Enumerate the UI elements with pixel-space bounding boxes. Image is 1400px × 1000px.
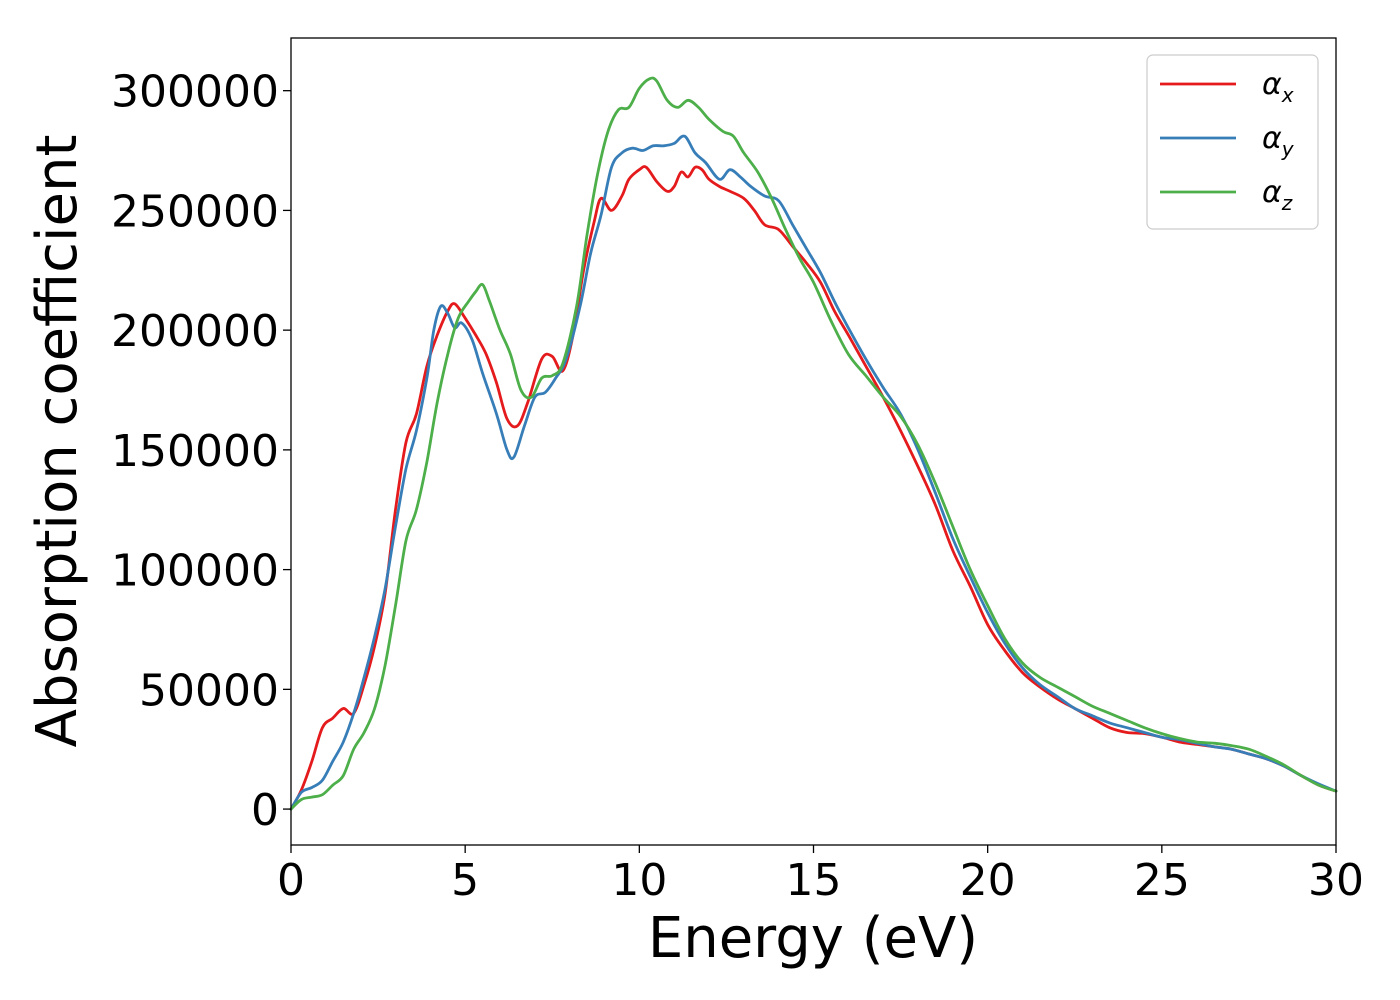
y-tick-label: 100000 bbox=[111, 546, 279, 597]
legend-box bbox=[1146, 54, 1319, 230]
x-tick-label: 0 bbox=[277, 855, 305, 906]
y-axis-title: Absorption coefficient bbox=[25, 135, 90, 748]
y-tick-label: 50000 bbox=[139, 665, 279, 716]
x-tick-label: 30 bbox=[1308, 855, 1364, 906]
x-tick-label: 5 bbox=[451, 855, 479, 906]
x-tick-label: 10 bbox=[611, 855, 667, 906]
y-axis: 0 50000 100000 150000 200000 250000 300000 bbox=[111, 67, 291, 836]
y-tick-label: 0 bbox=[251, 785, 279, 836]
x-tick-label: 20 bbox=[960, 855, 1016, 906]
y-tick-label: 300000 bbox=[111, 67, 279, 118]
plot-area bbox=[289, 76, 1338, 811]
series-line-z bbox=[289, 76, 1338, 811]
y-tick-label: 200000 bbox=[111, 306, 279, 357]
x-axis: 0 5 10 15 20 25 30 bbox=[277, 845, 1364, 906]
y-tick-label: 250000 bbox=[111, 186, 279, 237]
x-tick-label: 25 bbox=[1134, 855, 1190, 906]
y-tick-label: 150000 bbox=[111, 426, 279, 477]
x-tick-label: 15 bbox=[786, 855, 842, 906]
series-line-y bbox=[289, 134, 1338, 811]
x-axis-title: Energy (eV) bbox=[648, 906, 978, 971]
